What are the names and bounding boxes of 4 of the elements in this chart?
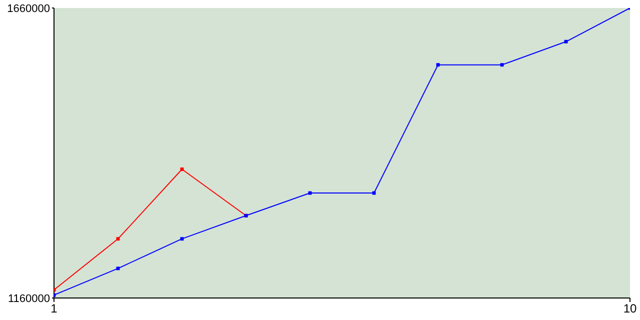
- y-tick-label: 1160000: [8, 292, 50, 305]
- y-tick-label: 1660000: [7, 2, 50, 15]
- x-tick-label: 1: [50, 302, 58, 316]
- x-tick-label: 10: [623, 302, 637, 316]
